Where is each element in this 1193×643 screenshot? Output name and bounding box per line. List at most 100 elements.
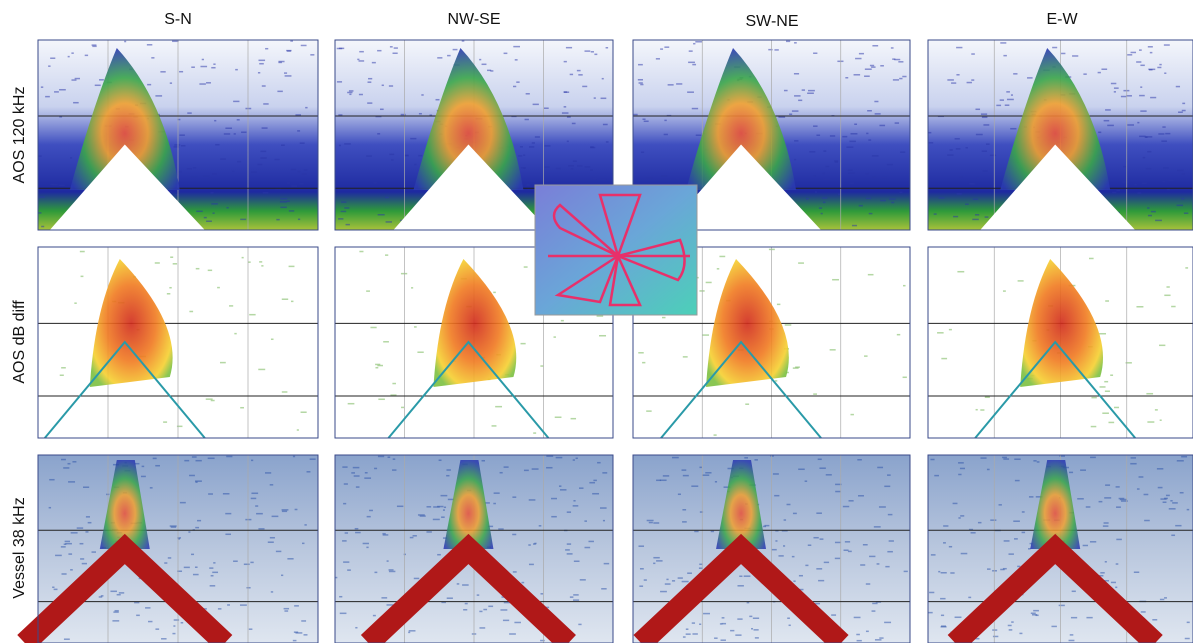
noise — [1164, 597, 1167, 599]
noise — [303, 169, 308, 171]
noise — [301, 173, 307, 175]
noise — [974, 214, 980, 216]
noise — [1104, 390, 1110, 392]
noise — [1147, 46, 1153, 48]
noise — [208, 177, 212, 179]
noise — [195, 480, 202, 482]
noise — [241, 256, 244, 259]
noise — [894, 122, 900, 124]
noise — [822, 201, 826, 204]
noise — [1150, 210, 1156, 213]
noise — [660, 175, 668, 177]
noise — [594, 53, 598, 56]
noise — [584, 546, 591, 549]
noise — [179, 134, 185, 136]
noise — [640, 83, 644, 86]
noise — [1152, 619, 1158, 621]
noise — [523, 469, 529, 472]
noise — [400, 272, 408, 275]
noise — [288, 210, 295, 212]
noise — [38, 155, 42, 157]
noise — [854, 123, 858, 126]
noise — [1159, 598, 1165, 601]
noise — [1006, 98, 1014, 101]
noise — [226, 455, 233, 458]
noise — [943, 542, 946, 544]
noise — [941, 357, 948, 360]
noise — [599, 178, 607, 180]
noise — [217, 608, 222, 610]
noise — [215, 143, 220, 146]
noise — [1116, 189, 1120, 192]
noise — [1032, 614, 1038, 616]
noise — [1014, 458, 1021, 460]
noise — [642, 118, 646, 120]
noise — [408, 631, 411, 634]
noise — [940, 614, 945, 617]
noise — [210, 399, 215, 402]
noise — [538, 525, 542, 527]
noise — [437, 57, 443, 59]
echogram — [334, 246, 614, 439]
noise — [1019, 632, 1023, 635]
noise — [463, 609, 468, 611]
noise — [1134, 183, 1137, 186]
noise — [74, 302, 77, 304]
noise — [259, 261, 263, 263]
noise — [212, 212, 215, 214]
echogram — [37, 39, 319, 231]
noise — [63, 467, 70, 469]
noise — [1140, 611, 1146, 613]
panel-frame — [37, 246, 319, 439]
noise — [1105, 300, 1110, 302]
noise — [602, 472, 608, 474]
noise — [382, 534, 389, 536]
noise — [226, 206, 229, 209]
noise — [293, 631, 299, 633]
noise — [1002, 290, 1006, 292]
noise — [682, 509, 687, 511]
noise — [300, 411, 307, 413]
noise — [1103, 119, 1110, 122]
noise — [969, 183, 976, 185]
noise — [832, 278, 839, 281]
noise — [829, 349, 836, 351]
noise — [354, 527, 359, 530]
noise — [1162, 501, 1167, 503]
noise — [681, 469, 687, 471]
noise — [940, 597, 946, 600]
noise — [191, 553, 195, 556]
noise — [653, 562, 656, 565]
noise — [297, 170, 301, 173]
noise — [192, 167, 197, 169]
noise — [640, 151, 645, 154]
noise — [714, 637, 718, 639]
noise — [1176, 460, 1184, 462]
noise — [386, 604, 394, 606]
noise — [664, 119, 667, 122]
noise — [660, 590, 667, 593]
noise — [602, 519, 605, 522]
noise — [768, 48, 773, 51]
noise — [984, 216, 989, 218]
noise — [1155, 219, 1162, 222]
noise — [200, 65, 208, 68]
noise — [343, 502, 347, 505]
noise — [151, 57, 155, 59]
noise — [809, 151, 816, 153]
noise — [414, 163, 417, 166]
noise — [167, 557, 172, 559]
noise — [976, 176, 979, 179]
noise — [48, 65, 51, 67]
noise — [834, 161, 838, 163]
noise — [418, 112, 422, 115]
noise — [582, 85, 588, 88]
noise — [592, 492, 600, 495]
noise — [984, 396, 990, 399]
noise — [479, 627, 486, 629]
noise — [849, 182, 854, 184]
noise — [540, 593, 544, 595]
noise — [1139, 94, 1145, 97]
noise — [229, 305, 234, 307]
noise — [278, 60, 285, 63]
